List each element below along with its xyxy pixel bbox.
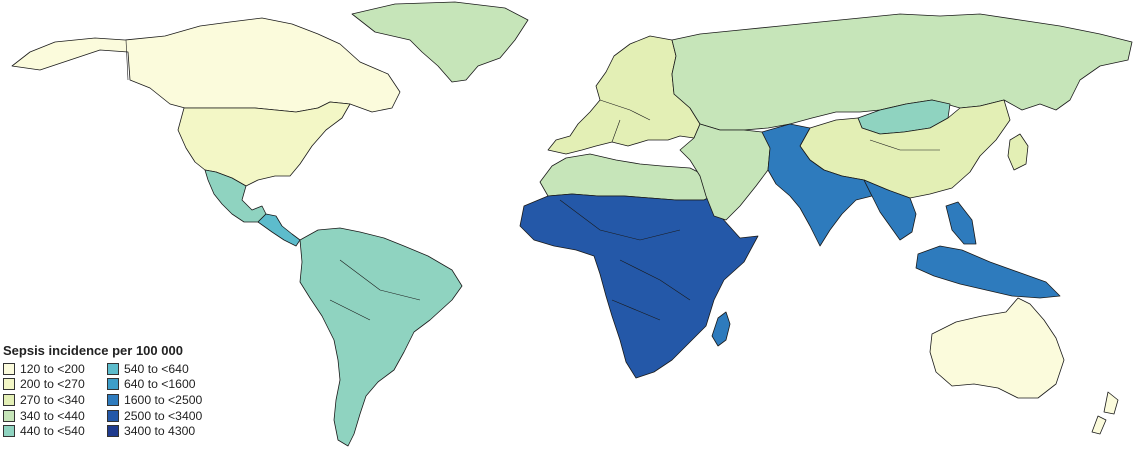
region-philippines (945, 201, 977, 245)
legend-label: 340 to <440 (20, 408, 85, 423)
legend-label: 120 to <200 (20, 361, 85, 376)
legend-swatch (107, 362, 119, 375)
region-australia (929, 297, 1065, 399)
legend-swatch (107, 393, 119, 406)
legend-item: 270 to <340 (3, 392, 107, 408)
region-south-america (299, 227, 463, 447)
region-maritime-southeast-asia (915, 245, 1061, 299)
legend-item: 640 to <1600 (107, 377, 257, 393)
region-south-asia (761, 123, 873, 247)
legend-swatch (3, 425, 15, 438)
legend-label: 3400 to 4300 (124, 424, 196, 439)
legend-label: 640 to <1600 (124, 377, 196, 392)
legend-swatch (107, 409, 119, 422)
region-canada (11, 17, 401, 113)
map-legend: Sepsis incidence per 100 000 120 to <200… (3, 343, 303, 439)
legend-label: 270 to <340 (20, 392, 85, 407)
legend-label: 1600 to <2500 (124, 392, 203, 407)
legend-swatch (107, 378, 119, 391)
legend-item: 3400 to 4300 (107, 423, 257, 439)
legend-label: 200 to <270 (20, 377, 85, 392)
legend-item: 540 to <640 (107, 361, 257, 377)
legend-label: 440 to <540 (20, 424, 85, 439)
legend-title: Sepsis incidence per 100 000 (3, 343, 183, 358)
legend-swatch (3, 362, 15, 375)
legend-item: 200 to <270 (3, 377, 107, 393)
region-sub-saharan-africa (519, 193, 759, 379)
legend-swatch (3, 393, 15, 406)
legend-swatch (107, 425, 119, 438)
region-greenland (351, 1, 529, 83)
legend-label: 540 to <640 (124, 361, 189, 376)
legend-grid: 120 to <200 200 to <270 270 to <340 340 to … (3, 361, 303, 439)
legend-item: 440 to <540 (3, 423, 107, 439)
legend-label: 2500 to <3400 (124, 408, 203, 423)
legend-item: 120 to <200 (3, 361, 107, 377)
region-southeast-asia (863, 179, 917, 241)
region-central-america (257, 213, 301, 247)
border-lines (125, 39, 940, 321)
legend-swatch (3, 409, 15, 422)
legend-item: 340 to <440 (3, 408, 107, 424)
region-united-states (177, 101, 351, 187)
legend-item: 1600 to <2500 (107, 392, 257, 408)
region-north-africa (539, 153, 713, 201)
region-new-zealand (1091, 391, 1119, 435)
region-madagascar (711, 311, 731, 347)
region-middle-east (679, 123, 771, 221)
region-japan (1007, 133, 1029, 171)
legend-swatch (3, 378, 15, 391)
legend-item: 2500 to <3400 (107, 408, 257, 424)
